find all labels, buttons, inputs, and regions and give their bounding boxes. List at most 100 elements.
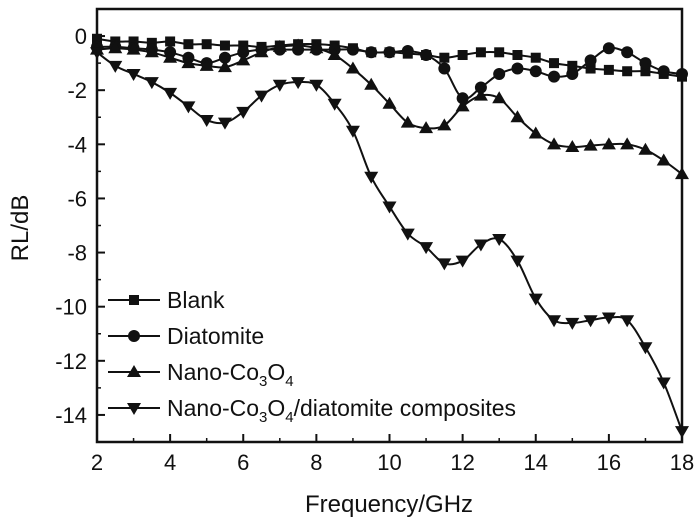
y-tick-label: -14 <box>55 403 87 428</box>
legend-marker <box>127 403 141 415</box>
data-point <box>126 68 141 81</box>
legend-label-subscript: 3 <box>259 373 267 390</box>
data-point <box>165 36 176 47</box>
data-point <box>492 91 507 104</box>
data-point <box>144 77 159 90</box>
data-point <box>473 88 488 101</box>
data-point <box>400 228 415 241</box>
series-markers-2 <box>90 38 689 180</box>
legend-label-part: O <box>267 359 285 385</box>
data-point <box>327 48 342 61</box>
data-point <box>656 153 671 166</box>
data-point <box>621 46 634 59</box>
x-tick-label: 16 <box>597 450 621 475</box>
data-point <box>365 46 378 59</box>
data-point <box>493 67 506 80</box>
legend-label: Blank <box>167 287 225 313</box>
y-tick-label: -12 <box>55 349 87 374</box>
data-point <box>622 66 633 77</box>
data-point <box>181 56 196 69</box>
data-point <box>528 293 543 306</box>
legend-label-subscript: 4 <box>285 409 293 426</box>
data-point <box>603 64 614 75</box>
data-point <box>675 167 689 180</box>
legend-label: Nano-Co3O4/diatomite composites <box>167 395 516 426</box>
data-point <box>456 92 469 105</box>
data-point <box>583 138 598 151</box>
y-tick-label: -4 <box>67 132 87 157</box>
y-tick-label: 0 <box>75 24 87 49</box>
legend-label: Nano-Co3O4 <box>167 359 294 390</box>
data-point <box>382 201 397 214</box>
data-point <box>146 37 157 48</box>
data-point <box>473 239 488 252</box>
data-point <box>548 70 561 83</box>
data-point <box>638 142 653 155</box>
data-point <box>530 52 541 63</box>
y-tick-label: -6 <box>67 186 87 211</box>
data-point <box>656 377 671 390</box>
data-point <box>128 36 139 47</box>
x-tick-label: 6 <box>237 450 249 475</box>
data-point <box>638 342 653 355</box>
data-point <box>400 115 415 128</box>
data-point <box>547 137 562 150</box>
legend-entry: Nano-Co3O4/diatomite composites <box>108 395 516 426</box>
data-point <box>602 42 615 55</box>
data-point <box>455 255 470 268</box>
legend-label-part: O <box>267 395 285 421</box>
data-point <box>201 39 212 50</box>
data-point <box>199 114 214 127</box>
legend-label-part: Diatomite <box>167 323 264 349</box>
data-point <box>90 47 104 60</box>
data-point <box>291 77 306 90</box>
data-point <box>108 41 123 54</box>
y-tick-label: -10 <box>55 295 87 320</box>
data-point <box>309 79 324 92</box>
x-tick-label: 2 <box>91 450 103 475</box>
data-point <box>219 40 230 51</box>
data-point <box>217 60 232 73</box>
legend-label-part: Nano-Co <box>167 359 259 385</box>
data-point <box>272 39 287 52</box>
legend-label-part: Blank <box>167 287 225 313</box>
data-point <box>383 46 396 59</box>
data-point <box>401 44 414 57</box>
data-point <box>437 118 452 131</box>
legend-entry: Nano-Co3O4 <box>108 359 294 390</box>
legend-label-subscript: 3 <box>259 409 267 426</box>
data-point <box>272 79 287 92</box>
data-point <box>475 47 486 58</box>
data-point <box>529 65 542 78</box>
data-point <box>217 117 232 130</box>
y-tick-label: -2 <box>67 78 87 103</box>
data-point <box>439 52 450 63</box>
data-point <box>108 60 123 73</box>
data-point <box>512 50 523 61</box>
axis-ticks: 2 4 6 8 10 12 14 16 18 0 -2 -4 -6 -8 -10 -12 -14 <box>55 24 694 475</box>
data-point <box>364 77 379 90</box>
data-point <box>584 54 597 67</box>
data-point <box>510 255 525 268</box>
x-tick-label: 4 <box>164 450 176 475</box>
legend-label-subscript: 4 <box>285 373 293 390</box>
data-point <box>419 121 434 134</box>
data-point <box>238 40 249 51</box>
data-point <box>237 46 250 59</box>
data-point <box>183 39 194 50</box>
data-point <box>640 66 651 77</box>
data-point <box>181 101 196 114</box>
data-point <box>675 426 689 439</box>
data-point <box>474 81 487 94</box>
x-tick-label: 10 <box>377 450 401 475</box>
data-point <box>565 140 580 153</box>
data-point <box>437 258 452 271</box>
data-point <box>457 50 468 61</box>
data-point <box>438 62 451 75</box>
x-tick-label: 14 <box>524 450 548 475</box>
x-tick-label: 18 <box>670 450 694 475</box>
data-point <box>620 137 635 150</box>
data-point <box>199 58 214 71</box>
legend-label-part: Nano-Co <box>167 395 259 421</box>
